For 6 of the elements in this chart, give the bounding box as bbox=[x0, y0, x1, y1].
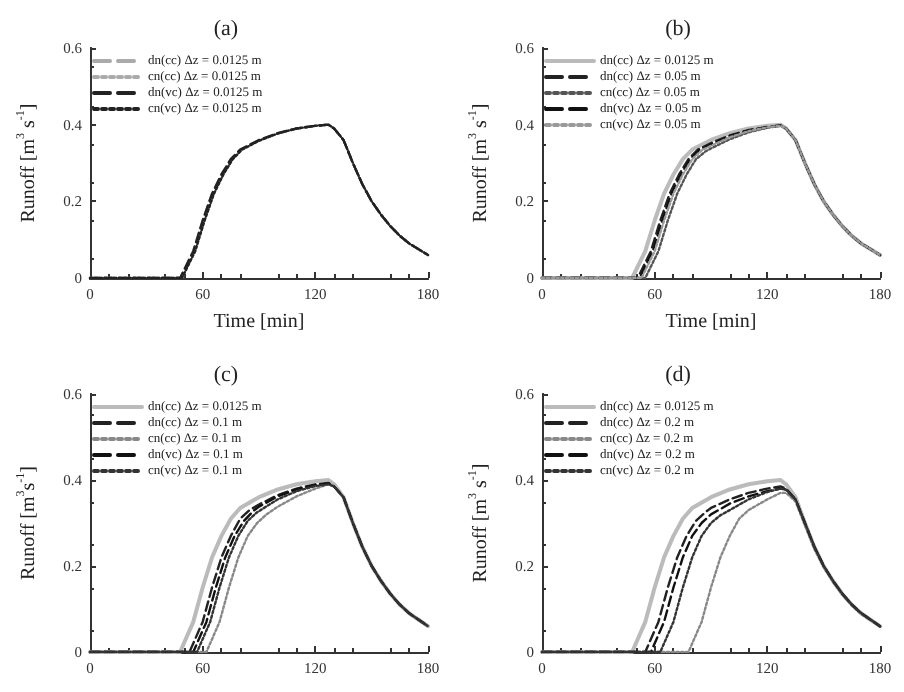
chart-title: (d) bbox=[665, 363, 692, 387]
chart-title: (b) bbox=[665, 17, 692, 41]
chart-title: (c) bbox=[213, 363, 239, 387]
chart-title: (a) bbox=[213, 17, 239, 41]
x-axis-title: Time [min] bbox=[213, 311, 305, 333]
x-axis-title: Time [min] bbox=[665, 311, 757, 333]
